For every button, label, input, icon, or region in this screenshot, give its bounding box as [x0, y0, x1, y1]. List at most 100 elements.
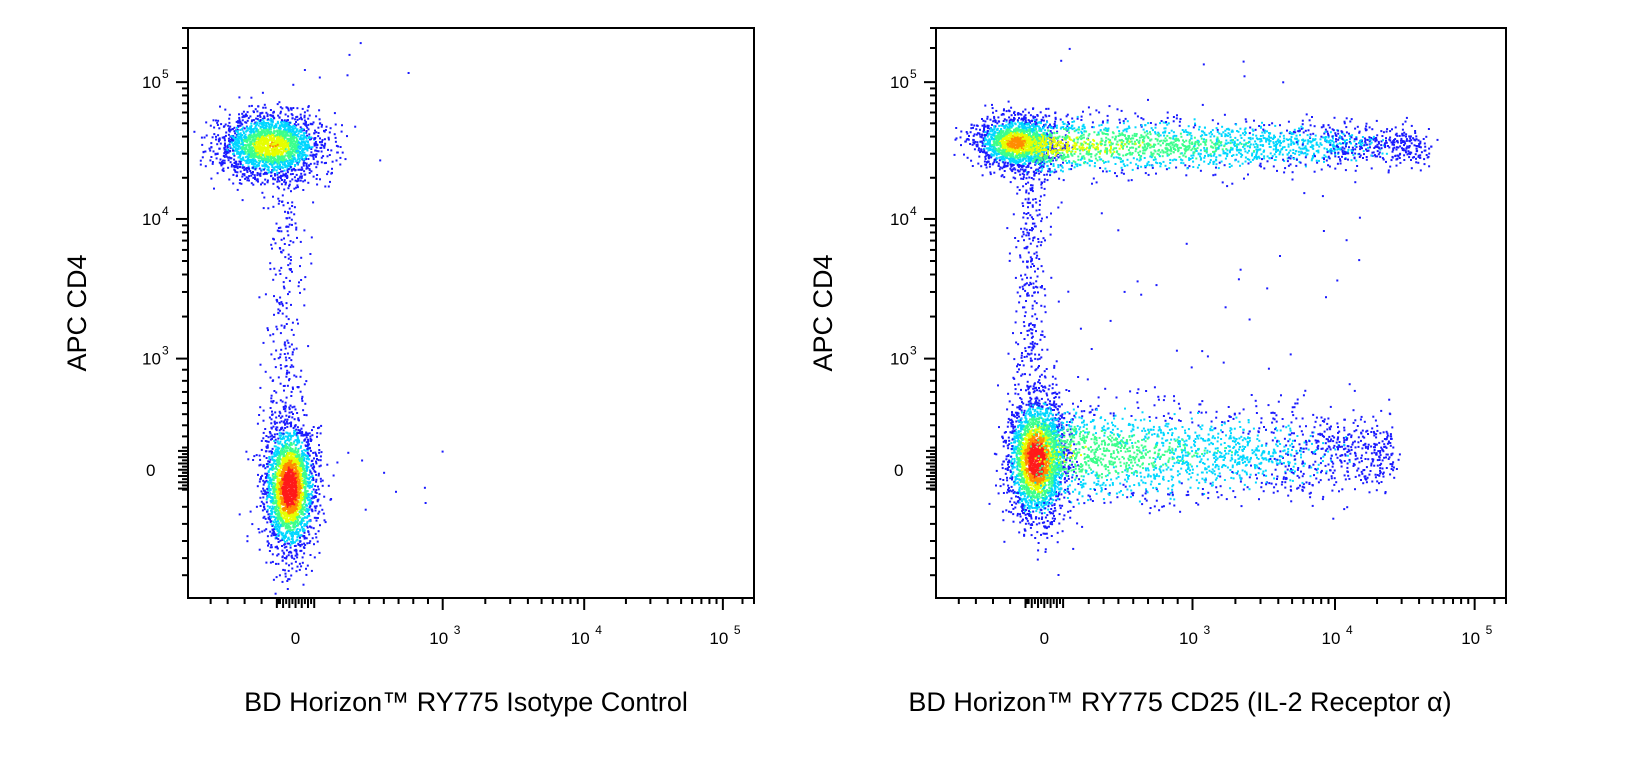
event-dot [257, 180, 259, 183]
event-dot [307, 458, 310, 461]
event-dot [239, 129, 242, 131]
event-dot [277, 157, 280, 160]
event-dot [271, 165, 274, 168]
event-dot [289, 465, 292, 468]
event-dot [213, 126, 216, 129]
event-dot [246, 111, 249, 114]
event-dot [260, 133, 263, 136]
event-dot [291, 503, 294, 506]
event-dot [307, 158, 310, 160]
event-dot [286, 230, 289, 233]
event-dot [270, 397, 273, 400]
event-dot [315, 115, 318, 118]
event-dot [287, 504, 290, 507]
event-dot [302, 546, 305, 549]
event-dot [285, 535, 287, 538]
event-dot [273, 440, 276, 442]
event-dot [275, 124, 278, 127]
event-dot [312, 527, 315, 530]
event-dot [213, 187, 215, 190]
event-dot [294, 560, 297, 563]
event-dot [250, 142, 253, 145]
event-dot [297, 508, 300, 511]
event-dot [279, 465, 282, 468]
event-dot [279, 399, 282, 402]
event-dot [306, 462, 308, 465]
event-dot [254, 149, 257, 152]
event-dot [250, 129, 253, 132]
event-dot [309, 138, 312, 141]
event-dot [238, 118, 241, 121]
event-dot [284, 511, 287, 514]
event-dot [266, 153, 269, 156]
event-dot [268, 145, 271, 148]
event-dot [300, 175, 303, 178]
event-dot [270, 534, 273, 537]
event-dot [285, 144, 288, 147]
event-dot [296, 151, 299, 154]
event-dot [260, 500, 263, 503]
event-dot [301, 561, 304, 564]
event-dot [288, 500, 291, 503]
event-dot [211, 161, 214, 163]
event-dot [262, 207, 265, 210]
event-dot [259, 458, 262, 461]
event-dot [265, 128, 268, 131]
event-dot [306, 449, 309, 452]
event-dot [258, 135, 261, 138]
event-dot [258, 454, 261, 457]
event-dot [266, 181, 269, 184]
event-dot [286, 164, 289, 167]
event-dot [276, 433, 279, 436]
event-dot [302, 519, 305, 522]
event-dot [304, 144, 307, 147]
event-dot [277, 187, 280, 190]
event-dot [263, 115, 266, 118]
event-dot [287, 155, 290, 158]
event-dot [290, 531, 293, 534]
event-dot [287, 481, 290, 484]
event-dot [226, 144, 229, 147]
event-dot [304, 158, 307, 160]
event-dot [276, 129, 279, 132]
event-dot [283, 481, 286, 484]
event-dot [306, 542, 309, 545]
event-dot [278, 465, 281, 468]
event-dot [255, 145, 258, 148]
event-dot [298, 464, 301, 467]
event-dot [239, 161, 242, 163]
event-dot [281, 147, 284, 150]
event-dot [256, 422, 259, 425]
event-dot [294, 222, 297, 225]
event-dot [300, 137, 303, 140]
event-dot [302, 508, 305, 511]
event-dot [322, 155, 325, 158]
event-dot [277, 498, 280, 501]
event-dot [299, 506, 302, 509]
event-dot [296, 442, 299, 445]
event-dot [255, 505, 258, 508]
event-dot [300, 172, 303, 175]
event-dot [255, 147, 258, 150]
event-dot [297, 153, 300, 156]
event-dot [305, 465, 308, 467]
event-dot [292, 470, 295, 473]
event-dot [292, 531, 294, 534]
event-dot [305, 125, 308, 127]
event-dot [236, 126, 238, 129]
event-dot [267, 517, 270, 520]
event-dot [300, 499, 303, 502]
event-dot [307, 432, 309, 435]
event-dot [298, 159, 301, 162]
event-dot [225, 131, 228, 134]
event-dot [293, 139, 296, 142]
event-dot [290, 359, 293, 362]
event-dot [292, 124, 295, 127]
event-dot [240, 139, 243, 142]
event-dot [241, 134, 244, 136]
event-dot [339, 146, 342, 148]
event-dot [257, 157, 260, 159]
event-dot [282, 120, 285, 123]
event-dot [281, 130, 284, 133]
